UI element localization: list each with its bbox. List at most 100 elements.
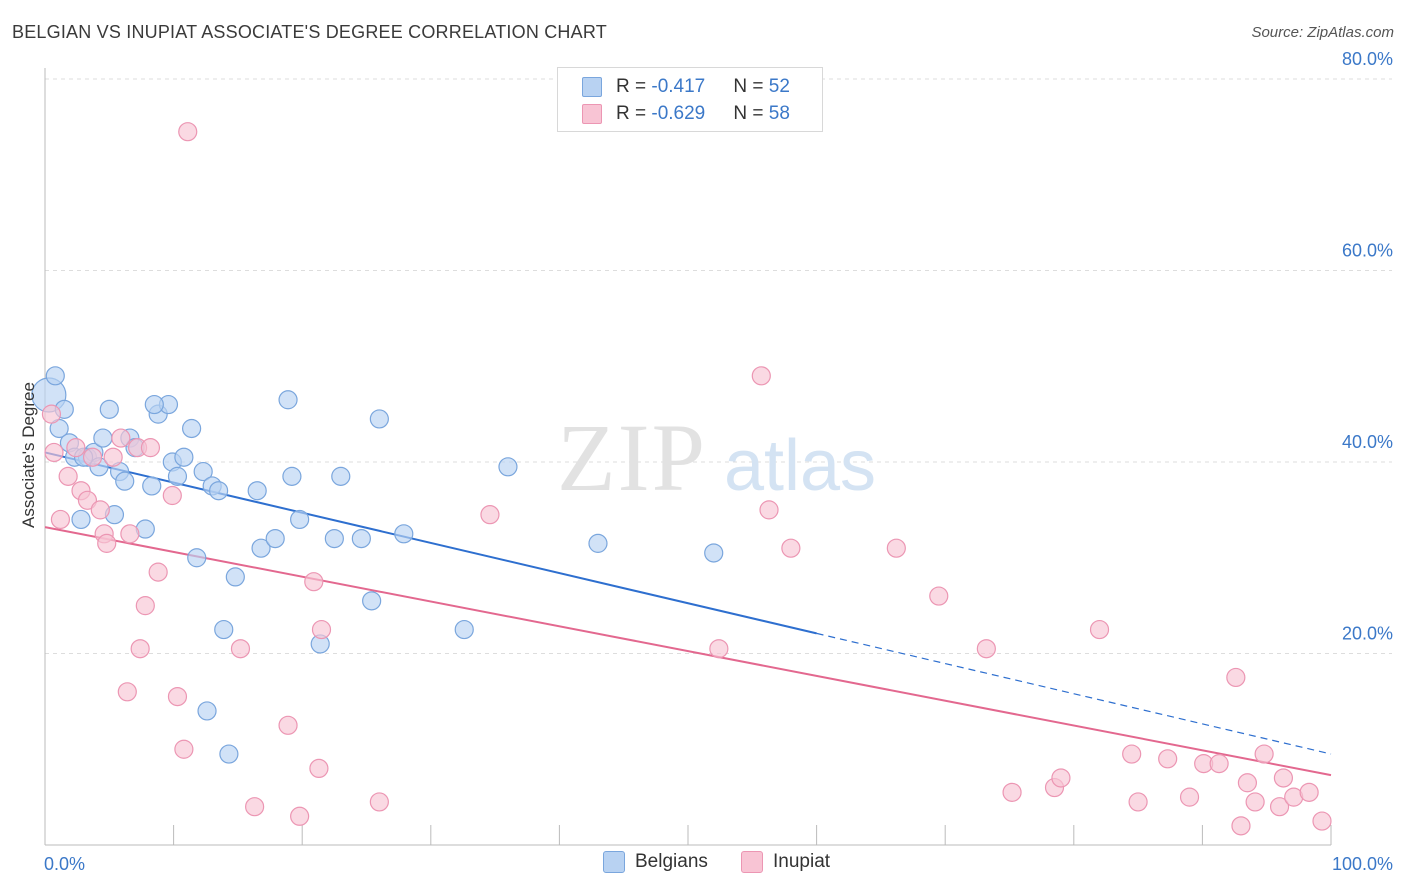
inupiat-point: [976, 639, 996, 659]
inupiat-point: [1122, 744, 1142, 764]
legend-row-inupiat: R = -0.629 N = 58: [582, 102, 790, 126]
belgians-point: [93, 428, 113, 448]
belgians-point: [182, 418, 202, 439]
y-tick-label: 60.0%: [1342, 241, 1393, 261]
inupiat-point: [1254, 744, 1274, 764]
belgians-point: [278, 390, 298, 410]
inupiat-point: [1312, 811, 1332, 831]
inupiat-n-label: N =: [733, 103, 769, 124]
belgians-swatch: [582, 77, 602, 97]
inupiat-point: [1002, 782, 1022, 802]
belgians-point: [209, 481, 229, 501]
inupiat-point: [1226, 667, 1246, 688]
series-legend-inupiat: Inupiat: [741, 851, 830, 873]
inupiat-point: [1299, 782, 1319, 802]
inupiat-point: [1245, 792, 1265, 812]
inupiat-point: [1128, 792, 1148, 812]
belgians-point: [99, 399, 119, 419]
inupiat-point: [311, 619, 332, 640]
belgians-point: [225, 567, 245, 587]
belgians-point: [331, 466, 351, 486]
inupiat-point: [1237, 773, 1258, 793]
inupiat-point: [369, 792, 389, 812]
y-tick-label: 40.0%: [1342, 432, 1393, 452]
inupiat-point: [278, 715, 298, 735]
belgians-point: [71, 509, 91, 530]
inupiat-point: [50, 509, 71, 530]
inupiat-point: [1089, 619, 1110, 640]
inupiat-point: [66, 438, 86, 458]
inupiat-point: [1209, 754, 1229, 774]
inupiat-point: [162, 485, 182, 506]
y-axis-label: Associate's Degree: [19, 382, 38, 528]
inupiat-point: [44, 442, 64, 463]
inupiat-point: [90, 500, 110, 520]
inupiat-point: [174, 739, 194, 759]
inupiat-point: [148, 562, 168, 582]
belgians-point: [362, 591, 382, 611]
belgians-point: [45, 366, 65, 386]
inupiat-r-value: -0.629: [651, 103, 706, 124]
belgians-point: [197, 701, 217, 721]
belgians-point: [115, 471, 135, 491]
inupiat-point: [117, 682, 137, 702]
belgians-point: [704, 543, 724, 563]
inupiat-point: [58, 466, 78, 486]
inupiat-point: [304, 572, 324, 592]
axes: [44, 68, 1332, 846]
inupiat-point: [230, 639, 251, 659]
inupiat-point: [167, 686, 188, 707]
belgians-r-value: -0.417: [651, 76, 706, 97]
y-tick-label: 80.0%: [1342, 49, 1393, 69]
belgians-point: [167, 466, 188, 486]
data-points: [31, 122, 1332, 836]
belgians-point: [265, 528, 285, 549]
belgians-legend-label: Belgians: [635, 851, 708, 872]
belgians-point: [588, 533, 608, 553]
belgians-point: [187, 548, 207, 568]
belgians-point: [193, 461, 213, 482]
belgians-point: [142, 476, 162, 496]
inupiat-point: [886, 538, 906, 558]
belgians-point: [144, 394, 164, 415]
belgians-n-value: 52: [768, 76, 790, 97]
belgians-n-label: N =: [733, 76, 769, 97]
belgians-trend-extension: [816, 632, 1332, 755]
belgians-point: [219, 744, 239, 764]
inupiat-point: [709, 639, 729, 659]
belgians-point: [351, 528, 371, 549]
inupiat-point: [309, 758, 329, 779]
correlation-legend: R = -0.417 N = 52 R = -0.629 N = 58: [557, 67, 823, 132]
legend-row-belgians: R = -0.417 N = 52: [582, 75, 790, 99]
inupiat-point: [1179, 787, 1200, 807]
source-credit: Source: ZipAtlas.com: [1251, 24, 1394, 41]
inupiat-point: [290, 806, 310, 826]
belgians-point: [324, 528, 344, 549]
inupiat-point: [751, 366, 771, 386]
inupiat-point: [759, 500, 779, 520]
belgians-point: [498, 457, 518, 477]
inupiat-point: [103, 447, 123, 467]
belgians-point: [290, 509, 310, 530]
inupiat-point: [111, 428, 131, 448]
inupiat-trend-line: [44, 526, 1332, 777]
watermark-atlas: atlas: [724, 426, 876, 506]
inupiat-n-value: 58: [768, 103, 790, 124]
inupiat-point: [929, 586, 949, 606]
inupiat-point: [135, 596, 155, 616]
inupiat-point: [120, 524, 140, 544]
inupiat-legend-swatch: [741, 851, 763, 873]
belgians-point: [454, 619, 474, 640]
x-tick-label-min: 0.0%: [44, 854, 85, 874]
belgians-point: [247, 481, 267, 501]
series-legend-belgians: Belgians: [603, 851, 708, 873]
inupiat-point: [245, 797, 265, 817]
belgians-point: [282, 466, 302, 486]
inupiat-point: [77, 490, 98, 510]
belgians-point: [369, 409, 389, 429]
belgians-point: [174, 447, 194, 467]
inupiat-point: [1269, 797, 1290, 817]
inupiat-point: [140, 438, 161, 458]
inupiat-point: [82, 447, 103, 467]
